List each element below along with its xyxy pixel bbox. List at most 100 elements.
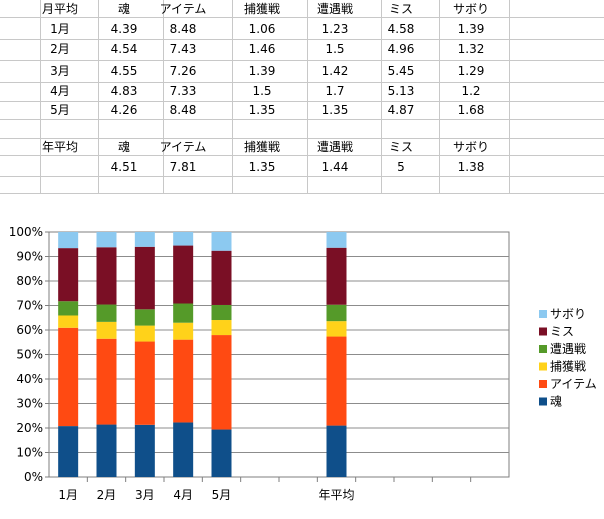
xtick-label-7: 年平均 <box>318 488 354 502</box>
xtick-label-2: 3月 <box>135 488 155 502</box>
cell-r2-c2: 7.26 <box>170 64 197 78</box>
ytick-label-4: 40% <box>16 372 43 386</box>
legend-label-2: 捕獲戦 <box>550 359 586 374</box>
ytick-label-5: 50% <box>16 348 43 362</box>
cell-rh-c1: 魂 <box>118 1 130 16</box>
xtick-label-3: 4月 <box>173 488 193 502</box>
xtick-label-0: 1月 <box>58 488 78 502</box>
cell-r2-c4: 1.42 <box>322 64 349 78</box>
bar-4-7 <box>326 247 347 305</box>
cell-rav-c1: 4.51 <box>111 160 138 174</box>
legend-label-4: ミス <box>550 325 574 339</box>
legend-label-0: 魂 <box>550 394 562 409</box>
cell-r1-c1: 4.54 <box>111 42 138 56</box>
ytick-label-2: 20% <box>16 421 43 435</box>
cell-rah-c5: ミス <box>389 140 413 154</box>
cell-r1-c3: 1.46 <box>249 42 276 56</box>
cell-r0-c1: 4.39 <box>111 22 138 36</box>
spreadsheet: 月平均魂アイテム 捕獲戦 遭遇戦 ミス サボり1月 4.39 8.48 1.06 1.23 4.5… <box>0 0 604 194</box>
legend-label-1: アイテム <box>550 377 597 391</box>
cell-r3-c1: 4.83 <box>111 84 138 98</box>
cell-rah-c6: サボり <box>453 140 489 154</box>
cell-rh-c3: 捕獲戦 <box>244 1 280 16</box>
legend-swatch-4 <box>539 327 547 336</box>
cell-r2-c5: 5.45 <box>388 64 415 78</box>
cell-rh-c6: サボり <box>453 2 489 16</box>
bar-3-0 <box>58 301 79 316</box>
ytick-label-9: 90% <box>16 250 43 264</box>
bar-2-4 <box>211 320 232 336</box>
legend-swatch-2 <box>539 362 547 371</box>
bar-3-2 <box>134 309 155 326</box>
cell-r3-c2: 7.33 <box>170 84 197 98</box>
bar-1-2 <box>134 341 155 425</box>
cell-rav-c2: 7.81 <box>170 160 197 174</box>
bar-3-7 <box>326 304 347 322</box>
cell-rh-c0: 月平均 <box>42 2 78 16</box>
cell-r3-c4: 1.7 <box>325 84 344 98</box>
cell-rah-c3: 捕獲戦 <box>244 139 280 154</box>
legend-label-5: サボり <box>550 307 586 321</box>
bar-3-1 <box>96 304 117 322</box>
cell-rah-c0: 年平均 <box>42 140 78 154</box>
xtick-label-4: 5月 <box>212 488 232 502</box>
cell-r4-c5: 4.87 <box>388 103 415 117</box>
bar-1-0 <box>58 327 79 427</box>
cell-r0-c5: 4.58 <box>388 22 415 36</box>
cell-r4-c6: 1.68 <box>458 103 485 117</box>
cell-rav-c4: 1.44 <box>322 160 349 174</box>
bar-5-3 <box>173 232 194 246</box>
cell-r3-c6: 1.2 <box>461 84 480 98</box>
ytick-label-7: 70% <box>16 299 43 313</box>
bar-5-1 <box>96 232 117 248</box>
cell-rav-c6: 1.38 <box>458 160 485 174</box>
bar-0-7 <box>326 425 347 477</box>
ytick-label-8: 80% <box>16 274 43 288</box>
bar-4-0 <box>58 248 79 302</box>
cell-r4-c1: 4.26 <box>111 103 138 117</box>
cell-r0-c2: 8.48 <box>170 22 197 36</box>
bar-5-2 <box>134 232 155 247</box>
cell-rh-c5: ミス <box>389 2 413 16</box>
bar-1-4 <box>211 335 232 430</box>
cell-r0-c4: 1.23 <box>322 22 349 36</box>
cell-r1-c5: 4.96 <box>388 42 415 56</box>
cell-r4-c3: 1.35 <box>249 103 276 117</box>
bar-4-4 <box>211 250 232 305</box>
bar-2-1 <box>96 321 117 339</box>
bar-4-2 <box>134 246 155 310</box>
bar-5-4 <box>211 232 232 251</box>
ytick-label-10: 100% <box>9 225 43 239</box>
cell-r3-c0: 4月 <box>50 84 70 98</box>
legend-swatch-1 <box>539 380 547 388</box>
bar-0-3 <box>173 422 194 477</box>
cell-r4-c0: 5月 <box>50 103 70 117</box>
cell-r1-c6: 1.32 <box>458 42 485 56</box>
bar-4-3 <box>173 245 194 304</box>
cell-r3-c3: 1.5 <box>252 84 271 98</box>
bar-2-3 <box>173 322 194 340</box>
cell-r0-c0: 1月 <box>50 22 70 36</box>
cell-r3-c5: 5.13 <box>388 84 415 98</box>
cell-r1-c4: 1.5 <box>325 42 344 56</box>
cell-rah-c1: 魂 <box>118 139 130 154</box>
bar-1-1 <box>96 338 117 425</box>
ytick-label-6: 60% <box>16 323 43 337</box>
cell-rah-c2: アイテム <box>160 140 207 154</box>
bar-4-1 <box>96 247 117 305</box>
legend-swatch-5 <box>539 310 547 318</box>
bar-3-3 <box>173 303 194 323</box>
ytick-label-3: 30% <box>16 397 43 411</box>
cell-r2-c1: 4.55 <box>111 64 138 78</box>
cell-r0-c6: 1.39 <box>458 22 485 36</box>
bar-5-7 <box>326 232 347 248</box>
ytick-label-1: 10% <box>16 446 43 460</box>
cell-r4-c2: 8.48 <box>170 103 197 117</box>
cell-rav-c3: 1.35 <box>249 160 276 174</box>
ytick-label-0: 0% <box>24 470 43 484</box>
cell-r0-c3: 1.06 <box>249 22 276 36</box>
bar-2-7 <box>326 321 347 337</box>
cell-rh-c4: 遭遇戦 <box>317 2 353 16</box>
bar-5-0 <box>58 232 79 249</box>
cell-r2-c3: 1.39 <box>249 64 276 78</box>
